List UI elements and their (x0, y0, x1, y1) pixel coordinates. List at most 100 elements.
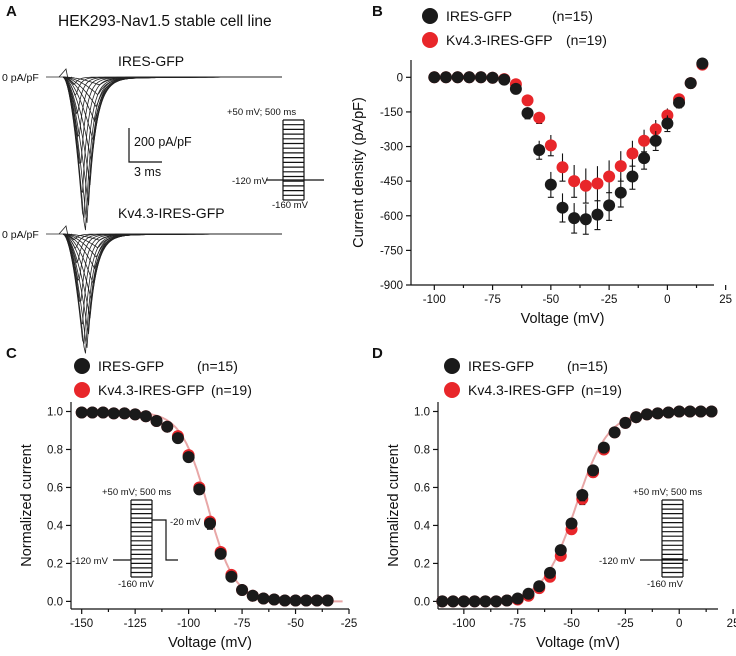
data-point (533, 580, 546, 593)
chart-b: 0 -150 -300 -450 -600 -750 -900 -100 -75 -50 -25 0 2… (351, 8, 732, 327)
data-point (587, 464, 600, 477)
protocol-diagram-c: +50 mV; 500 ms -20 mV -120 mV -160 mV (72, 487, 201, 590)
data-point (486, 71, 499, 84)
data-point (171, 432, 184, 445)
protocol-d-top-label: +50 mV; 500 ms (633, 487, 702, 498)
data-point (521, 94, 534, 107)
current-trace (62, 76, 282, 96)
data-point (509, 82, 522, 95)
data-point (498, 73, 511, 86)
data-point (246, 589, 259, 602)
data-point (129, 408, 142, 421)
legend-label: Kv4.3-IRES-GFP (468, 382, 575, 398)
legend-label: Kv4.3-IRES-GFP (98, 382, 205, 398)
chart-c: 0.0 0.2 0.4 0.6 0.8 1.0 -150 -125 -100 -75 -50 -25 V… (19, 358, 357, 651)
x-tick-label: 0 (676, 618, 682, 630)
data-point (705, 405, 718, 418)
panel-d-letter: D (372, 345, 383, 362)
data-point (511, 592, 524, 605)
x-axis-title: Voltage (mV) (168, 635, 252, 651)
capacitive-spike (58, 225, 73, 237)
data-point (694, 405, 707, 418)
x-tick-label: 25 (719, 294, 732, 306)
x-tick-label: -100 (423, 294, 446, 306)
data-point (591, 177, 604, 190)
data-point (649, 134, 662, 147)
data-point (544, 139, 557, 152)
protocol-a-top-label: +50 mV; 500 ms (227, 107, 296, 118)
legend-n: (n=19) (581, 382, 622, 398)
x-tick-label: 0 (664, 294, 670, 306)
data-point (651, 407, 664, 420)
x-tick-label: -75 (234, 618, 251, 630)
data-point (591, 208, 604, 221)
data-point (310, 594, 323, 607)
x-tick-label: -25 (617, 618, 634, 630)
data-point (565, 517, 578, 530)
protocol-c-test-label: -20 mV (170, 517, 201, 528)
data-point (696, 57, 709, 70)
y-tick-label: -750 (380, 245, 403, 257)
data-point (626, 170, 639, 183)
data-point (86, 406, 99, 419)
protocol-a-bottom-label: -160 mV (272, 200, 309, 211)
x-tick-label: -75 (509, 618, 526, 630)
current-trace (62, 233, 282, 325)
y-tick-label: 0.0 (414, 596, 430, 608)
data-point (603, 170, 616, 183)
data-point (544, 566, 556, 579)
legend-n: (n=15) (197, 358, 238, 374)
data-point (139, 410, 152, 423)
panel-b: B 0 -150 -300 -450 -600 -750 -900 -100 -75 -50 -25… (351, 3, 732, 327)
data-point (556, 201, 569, 214)
data-point (204, 517, 216, 530)
trace1-label: IRES-GFP (118, 53, 184, 69)
data-point (673, 96, 686, 109)
data-point (626, 147, 639, 160)
protocol-a-hold-label: -120 mV (232, 176, 269, 187)
data-point (568, 212, 581, 225)
y-tick-label: 1.0 (414, 406, 430, 418)
x-tick-label: -125 (124, 618, 147, 630)
data-point (161, 420, 174, 433)
data-point (662, 406, 675, 419)
y-tick-label: 0.2 (414, 558, 430, 570)
legend-label: IRES-GFP (98, 358, 164, 374)
x-tick-label: -150 (70, 618, 93, 630)
protocol-d-bottom-label: -160 mV (647, 579, 684, 590)
data-point (447, 595, 460, 608)
current-trace (62, 233, 282, 335)
panel-b-letter: B (372, 3, 383, 20)
y-tick-label: 1.0 (47, 406, 63, 418)
data-point (533, 144, 546, 156)
data-point (638, 134, 651, 147)
data-point (236, 584, 249, 597)
y-tick-label: 0.6 (47, 482, 63, 494)
chart-d: 0.0 0.2 0.4 0.6 0.8 1.0 -100 -75 -50 -25 0 25 Voltag… (386, 358, 736, 651)
y-tick-label: 0 (397, 72, 403, 84)
legend-marker (444, 382, 460, 398)
protocol-diagram-d: +50 mV; 500 ms -120 mV -160 mV (599, 487, 702, 590)
panel-a: A HEK293-Nav1.5 stable cell line IRES-GF… (2, 3, 324, 354)
x-tick-label: -50 (563, 618, 580, 630)
zero-label-2: 0 pA/pF (2, 229, 39, 241)
trace-set-kv43-ires-gfp (46, 225, 282, 354)
legend-n: (n=19) (211, 382, 252, 398)
data-point (614, 186, 627, 199)
data-point (556, 161, 569, 174)
data-point (684, 405, 696, 418)
protocol-d-steps (661, 499, 684, 578)
x-tick-label: 25 (727, 618, 736, 630)
data-point (257, 592, 270, 605)
y-tick-label: 0.8 (47, 444, 63, 456)
data-point (97, 406, 110, 419)
data-point (579, 179, 592, 192)
data-point (597, 441, 610, 454)
panel-d: D 0.0 0.2 0.4 0.6 0.8 1.0 -100 -75 -50 -25 0 25 Volt… (372, 345, 736, 651)
data-point (150, 414, 163, 427)
data-point (544, 178, 557, 191)
data-point (75, 406, 88, 419)
protocol-c-hold-label: -120 mV (72, 556, 109, 567)
legend-marker (422, 32, 438, 48)
